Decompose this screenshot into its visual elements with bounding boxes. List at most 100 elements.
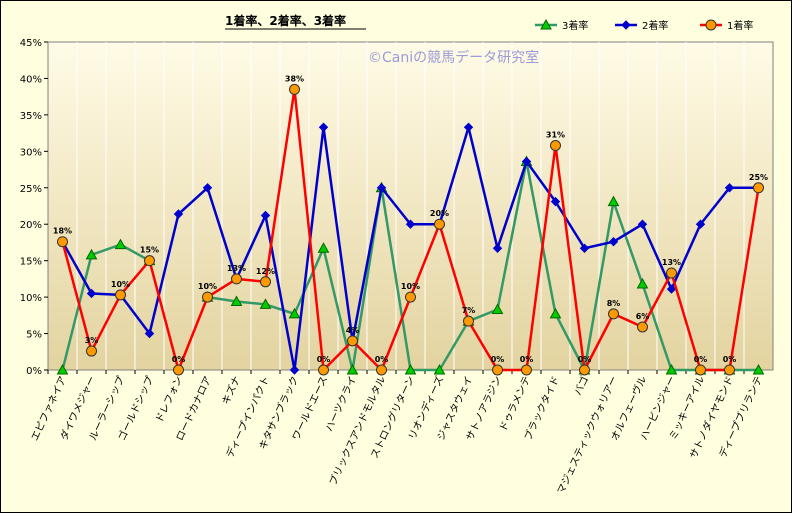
circle-marker: [579, 364, 590, 376]
triangle-marker: [665, 363, 678, 375]
category-label: キズナ: [219, 374, 243, 407]
circle-marker: [492, 364, 503, 376]
triangle-marker: [607, 195, 620, 207]
category-label: ブリックスアンドモルタル: [326, 374, 388, 488]
data-label: 15%: [140, 246, 159, 255]
series-1着率: [57, 83, 764, 376]
circle-marker: [405, 291, 416, 303]
legend: 3着率 2着率 1着率: [535, 18, 753, 32]
y-tick-label: 15%: [20, 257, 42, 268]
triangle-marker: [540, 18, 552, 30]
circle-marker: [289, 83, 300, 95]
diamond-marker: [173, 209, 184, 219]
diamond-marker: [724, 183, 735, 193]
data-label: 0%: [172, 355, 186, 364]
triangle-marker: [85, 248, 98, 260]
circle-marker: [753, 182, 764, 194]
x-axis: エピファネイアダイワメジャールーラーシップゴールドシップドレフォンロードカナロア…: [29, 370, 765, 496]
series-line: [207, 160, 759, 372]
y-tick-label: 40%: [20, 74, 42, 85]
data-label: 0%: [375, 355, 389, 364]
triangle-marker: [752, 363, 765, 375]
data-label: 13%: [227, 264, 246, 273]
circle-marker: [57, 236, 68, 248]
data-label: 25%: [749, 173, 768, 182]
y-tick-label: 45%: [20, 38, 42, 49]
data-label: 3%: [85, 336, 99, 345]
plot-area: [47, 41, 774, 371]
data-label: 0%: [694, 355, 708, 364]
legend-label: 3着率: [562, 19, 588, 32]
circle-marker: [115, 289, 126, 301]
triangle-marker: [636, 277, 649, 289]
diamond-marker: [521, 156, 532, 167]
diamond-marker: [463, 122, 474, 132]
legend-label: 2着率: [642, 19, 668, 32]
diamond-marker: [144, 328, 155, 339]
data-label: 18%: [53, 227, 72, 236]
data-label: 7%: [462, 306, 476, 315]
triangle-marker: [433, 363, 446, 375]
diamond-marker: [86, 288, 97, 299]
triangle-marker: [259, 298, 272, 309]
category-label: バゴ: [571, 374, 591, 398]
data-label: 10%: [111, 280, 130, 289]
data-label: 6%: [636, 312, 650, 321]
diamond-marker: [289, 365, 300, 375]
watermark-text: ©Caniの競馬データ研究室: [368, 49, 539, 66]
category-label: ハーツクライ: [323, 374, 359, 433]
circle-marker: [550, 140, 561, 152]
y-tick-label: 30%: [20, 147, 42, 158]
circle-marker: [434, 218, 445, 230]
data-label: 10%: [198, 282, 217, 291]
triangle-marker: [317, 242, 330, 253]
diamond-marker: [550, 196, 561, 207]
y-axis: 0% 5% 10% 15% 20% 25% 30% 35% 40% 45%: [20, 38, 48, 377]
diamond-marker: [376, 183, 387, 193]
data-label: 13%: [662, 258, 681, 267]
circle-marker: [521, 364, 532, 376]
y-tick-label: 10%: [20, 293, 42, 304]
circle-marker: [86, 345, 97, 357]
triangle-marker: [549, 307, 562, 319]
data-labels: 18% 3% 10% 15% 0% 10% 13% 12% 38% 0% 4% 0% 10% 20% 7% 0…: [53, 74, 768, 364]
diamond-marker: [666, 284, 677, 294]
diamond-marker: [260, 210, 271, 221]
circle-marker: [463, 315, 474, 327]
circle-marker: [666, 267, 677, 279]
triangle-marker: [491, 303, 504, 315]
data-label: 8%: [607, 299, 621, 308]
y-tick-label: 25%: [20, 184, 42, 195]
circle-marker: [173, 364, 184, 376]
chart-title: 1着率、2着率、3着率: [225, 13, 346, 28]
data-label: 0%: [723, 355, 737, 364]
data-label: 10%: [401, 282, 420, 291]
data-label: 38%: [285, 74, 304, 83]
data-label: 0%: [491, 355, 505, 364]
data-label: 31%: [546, 131, 565, 140]
diamond-marker: [621, 20, 631, 30]
category-label: ドレフォン: [154, 375, 185, 425]
y-tick-label: 5%: [26, 330, 42, 341]
category-label: ドゥラメンテ: [497, 374, 533, 433]
diamond-marker: [637, 219, 648, 229]
data-label: 0%: [520, 355, 534, 364]
diamond-marker: [695, 219, 706, 229]
circle-marker: [231, 273, 242, 285]
diamond-marker: [318, 122, 329, 132]
circle-marker: [260, 276, 271, 288]
diamond-marker: [492, 243, 503, 253]
triangle-marker: [114, 238, 127, 250]
circle-marker: [705, 19, 717, 31]
triangle-marker: [346, 363, 359, 375]
data-label: 0%: [317, 355, 331, 364]
series-line: [61, 243, 151, 371]
circle-marker: [695, 364, 706, 376]
circle-marker: [608, 308, 619, 320]
circle-marker: [202, 291, 213, 303]
y-tick-label: 20%: [20, 220, 42, 231]
legend-label: 1着率: [727, 19, 753, 32]
circle-marker: [637, 321, 648, 333]
diamond-marker: [405, 219, 416, 229]
